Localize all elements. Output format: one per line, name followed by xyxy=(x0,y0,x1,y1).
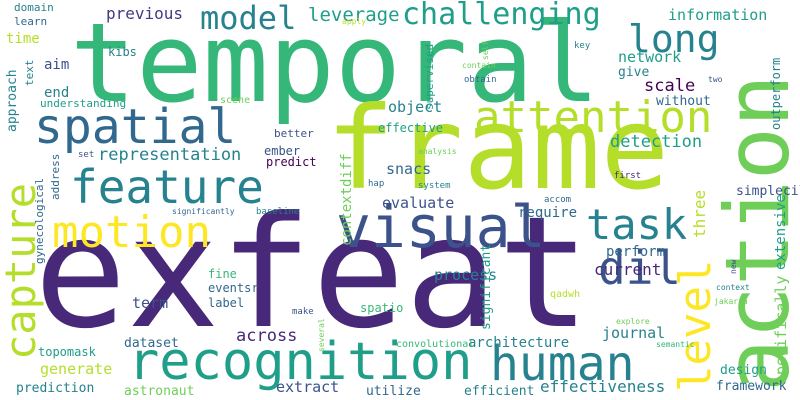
word-frame: frame xyxy=(326,82,670,215)
word-across: across xyxy=(236,326,298,346)
word-significantly: significantly xyxy=(172,207,235,216)
word-kibs: kibs xyxy=(108,45,137,59)
word-make: make xyxy=(292,307,314,317)
word-text: text xyxy=(23,59,36,87)
word-supervised: supervised xyxy=(423,43,436,110)
word-require: require xyxy=(518,205,578,221)
word-temporal: temporal xyxy=(70,0,600,127)
word-jakarta: jakarta xyxy=(714,297,748,306)
word-without: without xyxy=(656,94,711,109)
word-snacs: snacs xyxy=(386,160,432,178)
word-framework: framework xyxy=(716,379,787,394)
word-prediction: prediction xyxy=(16,381,95,396)
word-previous: previous xyxy=(106,4,184,23)
word-gynecological: gynecological xyxy=(33,177,46,264)
word-approach: approach xyxy=(5,69,20,132)
word-specifically: specifically xyxy=(772,275,790,384)
word-baseline: baseline xyxy=(256,207,300,217)
word-contain: contain xyxy=(462,61,496,70)
word-hap: hap xyxy=(368,179,385,189)
word-utilize: utilize xyxy=(366,384,421,399)
word-end: end xyxy=(44,85,70,101)
word-extract: extract xyxy=(276,378,340,396)
word-visual: visual xyxy=(336,193,546,261)
word-give: give xyxy=(618,65,650,80)
word-human: human xyxy=(490,336,635,392)
word-context: context xyxy=(716,283,750,292)
word-spatial: spatial xyxy=(34,99,237,155)
word-perform: perform xyxy=(606,244,666,260)
word-design: design xyxy=(720,363,767,378)
word-two: two xyxy=(708,75,723,84)
word-set: set xyxy=(78,150,95,160)
word-effectiveness: effectiveness xyxy=(540,377,666,396)
word-significant: significant xyxy=(479,243,494,330)
word-scene: scene xyxy=(220,95,251,106)
word-dil: dil xyxy=(598,241,682,295)
word-dataset: dataset xyxy=(124,336,179,351)
word-motion: motion xyxy=(52,207,211,258)
word-attention: attention xyxy=(474,92,713,143)
word-aim: aim xyxy=(44,57,70,73)
word-simplecil: simplecil xyxy=(736,184,800,199)
word-detection: detection xyxy=(610,132,703,152)
word-ember: ember xyxy=(264,144,301,158)
word-time: time xyxy=(6,31,40,47)
word-eventsr: eventsr xyxy=(208,281,259,295)
word-analysis: analysis xyxy=(418,147,457,156)
word-key: key xyxy=(574,41,591,51)
word-convolutional: convolutional xyxy=(396,339,475,350)
word-learn: learn xyxy=(14,15,48,28)
word-address: address xyxy=(49,153,62,200)
word-current: current xyxy=(594,260,662,279)
word-network: network xyxy=(618,48,682,66)
word-obtain: obtain xyxy=(464,75,497,85)
word-process: process xyxy=(434,266,498,284)
word-effective: effective xyxy=(378,121,444,135)
word-scale: scale xyxy=(644,76,696,96)
word-apply: apply xyxy=(342,17,367,26)
word-three: three xyxy=(690,189,709,238)
word-domain: domain xyxy=(14,1,54,14)
word-generate: generate xyxy=(40,360,113,378)
word-predict: predict xyxy=(266,155,317,169)
word-explore: explore xyxy=(616,317,650,326)
word-journal: journal xyxy=(602,324,666,342)
word-outperform: outperform xyxy=(769,57,783,130)
word-evaluate: evaluate xyxy=(382,194,455,212)
word-architecture: architecture xyxy=(468,335,570,351)
word-long: long xyxy=(628,17,720,61)
word-understanding: understanding xyxy=(40,97,127,110)
word-first: first xyxy=(614,171,642,181)
word-system: system xyxy=(418,181,451,191)
word-representation: representation xyxy=(98,145,242,165)
word-semantic: semantic xyxy=(656,340,695,349)
word-spatio: spatio xyxy=(360,301,404,315)
word-task: task xyxy=(586,200,688,249)
word-topomask: topomask xyxy=(38,345,96,359)
word-label: label xyxy=(208,296,245,310)
word-leverage: leverage xyxy=(308,4,400,26)
word-efficient: efficient xyxy=(464,384,535,399)
word-accom: accom xyxy=(544,195,572,205)
word-astronaut: astronaut xyxy=(124,384,195,399)
word-level: level xyxy=(670,259,721,392)
word-feature: feature xyxy=(70,160,264,214)
word-better: better xyxy=(274,127,314,140)
word-qadwh: qadwh xyxy=(550,289,581,300)
word-several: several xyxy=(317,318,326,352)
word-extensive: extensive xyxy=(773,194,789,270)
word-model: model xyxy=(200,0,297,37)
word-challenging: challenging xyxy=(402,0,601,32)
word-object: object xyxy=(388,98,443,116)
word-fine: fine xyxy=(208,267,237,281)
word-term: term xyxy=(132,294,169,312)
word-new: new xyxy=(729,259,738,274)
word-exfeat: exfeat xyxy=(34,184,591,363)
word-recognition: recognition xyxy=(128,332,473,392)
word-self: self xyxy=(481,40,490,60)
word-information: information xyxy=(668,6,768,24)
word-contextdiff: contextdiff xyxy=(339,153,355,246)
